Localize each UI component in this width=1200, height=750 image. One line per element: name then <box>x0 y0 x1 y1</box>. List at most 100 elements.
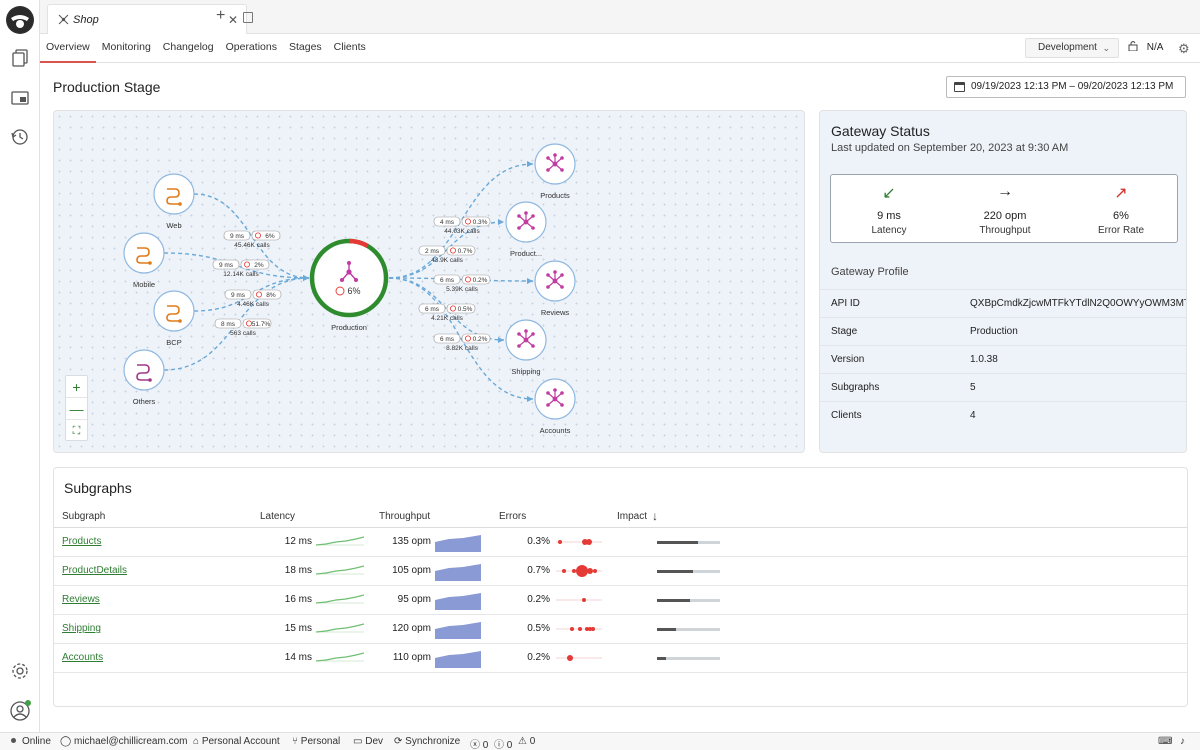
topology-graph[interactable]: 9 ms 6% 45.46K calls 9 ms 2% 12.14K calls 9 ms… <box>53 110 805 453</box>
error-label: 51.7% <box>252 321 271 328</box>
keyboard-icon[interactable]: ⌨ <box>1158 736 1173 747</box>
production-health-ring <box>309 238 389 318</box>
subgraph-node[interactable]: Accounts <box>534 378 576 435</box>
zoom-in-icon[interactable]: + <box>66 376 87 398</box>
picture-in-picture-icon[interactable] <box>8 86 32 110</box>
client-node[interactable]: Mobile <box>123 232 165 289</box>
connection-status[interactable]: Online <box>11 736 51 747</box>
metric-error-rate: ↗ 6% Error Rate <box>1063 175 1179 244</box>
subgraphs-panel: Subgraphs Subgraph Latency Throughput Er… <box>53 467 1188 707</box>
subgraph-node[interactable]: Shipping <box>505 319 547 376</box>
new-tab-plus-icon[interactable]: + <box>216 7 226 24</box>
subgraph-link[interactable]: ProductDetails <box>62 565 128 576</box>
account-text: Personal Account <box>201 736 280 747</box>
graph-leaf <box>524 329 528 333</box>
table-header: Subgraph Latency Throughput Errors Impac… <box>54 506 1187 528</box>
user-email[interactable]: ◯ michael@chillicream.com <box>60 736 188 747</box>
close-icon[interactable]: ✕ <box>227 13 238 27</box>
table-row: Shipping 15 ms 120 opm 0.5% <box>54 615 1187 644</box>
error-count[interactable]: ⓧ 0 <box>470 736 488 750</box>
tab-clients[interactable]: Clients <box>333 41 366 53</box>
lock-status[interactable]: N/A <box>1128 38 1163 58</box>
error-label: 0.3% <box>473 219 488 226</box>
route-end-dot <box>178 319 182 323</box>
profile-row: API ID QXBpCmdkZjcwMTFkYTdlN2Q0OWYyOWM3MT <box>820 289 1186 317</box>
subgraph-node-label: Shipping <box>511 367 540 376</box>
save-icon[interactable] <box>243 12 253 23</box>
metric-label: Error Rate <box>1097 225 1145 236</box>
user-avatar-icon[interactable] <box>8 699 32 723</box>
zoom-out-icon[interactable]: — <box>66 398 87 420</box>
throughput-area <box>435 564 481 581</box>
client-node-label: Others <box>133 397 156 406</box>
info-count-text: 0 <box>506 740 513 750</box>
subgraph-link[interactable]: Shipping <box>62 623 101 634</box>
column-header-subgraph[interactable]: Subgraph <box>62 511 106 522</box>
graph-leaf <box>560 273 564 277</box>
profile-row: Clients 4 <box>820 401 1186 429</box>
graph-leaf <box>560 403 564 407</box>
calls-label: 12.14K calls <box>223 271 259 278</box>
stage-settings-gear-icon[interactable]: ⚙ <box>1178 41 1190 56</box>
subgraph-link[interactable]: Accounts <box>62 652 104 663</box>
tab-stages[interactable]: Stages <box>288 41 322 53</box>
node-circle <box>123 349 165 391</box>
subgraph-link[interactable]: Products <box>62 536 102 547</box>
column-header-throughput[interactable]: Throughput <box>379 511 431 522</box>
client-node[interactable]: Web <box>153 173 195 230</box>
tab-overview[interactable]: Overview <box>40 34 96 63</box>
environment-select[interactable]: Development ⌄ <box>1025 38 1119 58</box>
synchronize-button[interactable]: ⟳ Synchronize <box>394 736 460 747</box>
settings-gear-icon[interactable] <box>8 659 32 683</box>
tab-shop[interactable]: Shop ✕ <box>47 4 247 35</box>
latency-label: 8 ms <box>221 321 236 328</box>
latency-value: 18 ms <box>284 565 312 576</box>
warning-count[interactable]: ⚠ 0 <box>518 736 535 747</box>
graph-leaf <box>553 153 557 157</box>
error-circle-icon <box>255 291 262 298</box>
subgraph-node[interactable]: Reviews <box>534 260 576 317</box>
account-selector[interactable]: ⌂ Personal Account <box>193 736 280 747</box>
gateway-leaf <box>340 278 344 282</box>
graph-hub <box>552 161 558 167</box>
metric-latency: ↙ 9 ms Latency <box>831 175 947 244</box>
table-row: Products 12 ms 135 opm 0.3% <box>54 528 1187 557</box>
sort-descending-icon[interactable]: ↓ <box>652 509 658 523</box>
app-logo-icon[interactable] <box>6 6 34 34</box>
route-end-dot <box>148 261 152 265</box>
error-circle-icon <box>243 261 250 268</box>
tab-changelog[interactable]: Changelog <box>162 41 214 53</box>
latency-pill <box>223 230 251 241</box>
status-bar: Online ◯ michael@chillicream.com ⌂ Perso… <box>0 732 1200 750</box>
gateway-hub <box>346 269 352 275</box>
subgraph-node[interactable]: Products <box>534 143 576 200</box>
online-dot-icon <box>11 738 16 743</box>
calls-label: 8.82K calls <box>446 345 479 352</box>
user-icon: ◯ <box>60 736 74 747</box>
env-indicator[interactable]: ▭ Dev <box>353 736 383 747</box>
documents-icon[interactable] <box>8 46 32 70</box>
column-header-latency[interactable]: Latency <box>260 511 296 522</box>
fit-view-icon[interactable]: ⛶ <box>72 425 81 437</box>
notifications-bell-icon[interactable]: ♪ <box>1180 736 1185 747</box>
column-header-errors[interactable]: Errors <box>499 511 527 522</box>
branch-selector[interactable]: ⑂ Personal <box>292 736 340 747</box>
subgraph-node[interactable]: Product... <box>505 201 547 258</box>
error-value: 0.2% <box>527 594 550 605</box>
profile-key: Stage <box>831 326 858 337</box>
client-node[interactable]: Others <box>123 349 165 406</box>
date-range-picker[interactable]: 09/19/2023 12:13 PM – 09/20/2023 12:13 P… <box>946 76 1186 98</box>
node-circle <box>153 173 195 215</box>
tab-monitoring[interactable]: Monitoring <box>101 41 151 53</box>
info-count[interactable]: ⓘ 0 <box>494 736 512 750</box>
chevron-down-icon: ⌄ <box>1102 43 1110 53</box>
impact-fill <box>657 541 698 544</box>
activity-rail <box>0 0 40 732</box>
column-header-impact[interactable]: Impact <box>617 511 648 522</box>
subgraph-link[interactable]: Reviews <box>62 594 100 605</box>
graph-leaf <box>517 226 521 230</box>
tab-operations[interactable]: Operations <box>225 41 277 53</box>
production-node[interactable]: 6% Production <box>309 238 389 332</box>
history-icon[interactable] <box>8 125 32 149</box>
client-node[interactable]: BCP <box>153 290 195 347</box>
